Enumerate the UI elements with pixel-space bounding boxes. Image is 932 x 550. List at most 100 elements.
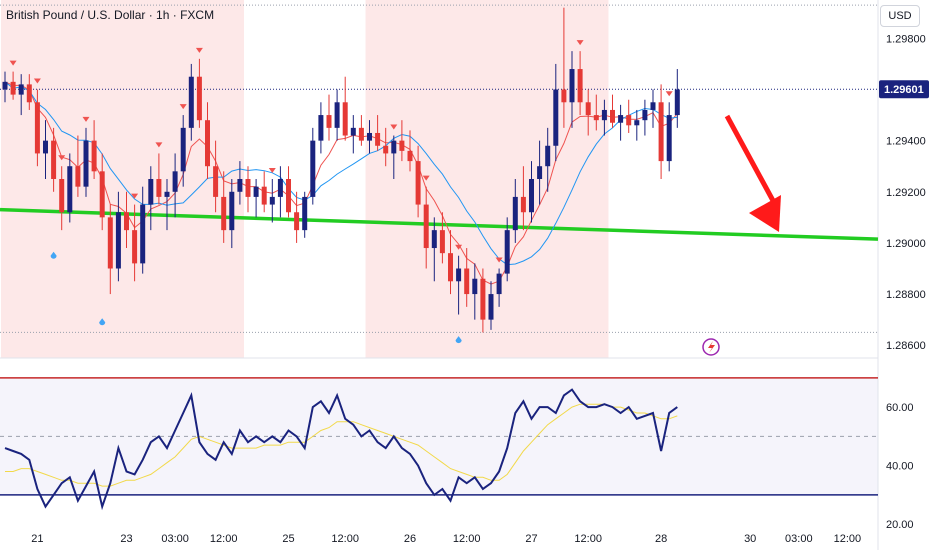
last-price-label: 1.29601 bbox=[884, 84, 924, 96]
candle-body bbox=[577, 69, 583, 103]
time-tick-label: 12:00 bbox=[574, 533, 602, 545]
candle-body bbox=[375, 132, 381, 146]
time-tick-label: 25 bbox=[282, 533, 294, 545]
candle-body bbox=[399, 140, 405, 151]
candle-body bbox=[18, 84, 24, 95]
last-price-tag bbox=[879, 80, 929, 99]
time-tick-label: 27 bbox=[525, 533, 537, 545]
price-tick-label: 1.28600 bbox=[886, 340, 926, 352]
candle-body bbox=[148, 179, 154, 205]
time-tick-label: 12:00 bbox=[453, 533, 481, 545]
price-tick-label: 1.29400 bbox=[886, 136, 926, 148]
chart-title: British Pound / U.S. Dollar · 1h · FXCM bbox=[6, 8, 215, 22]
sell-signal-marker bbox=[268, 168, 276, 173]
candle-body bbox=[350, 127, 356, 136]
time-tick-label: 28 bbox=[655, 533, 667, 545]
price-tick-label: 1.29800 bbox=[886, 33, 926, 45]
candle-body bbox=[115, 212, 121, 269]
candle-body bbox=[2, 81, 8, 90]
candle-body bbox=[334, 102, 340, 128]
axis-layer: 1.29800 1.29400 1.29200 1.29000 1.28800 1.286… bbox=[31, 33, 929, 545]
sell-signal-marker bbox=[422, 175, 430, 181]
rsi-tick-label: 60.00 bbox=[886, 402, 914, 414]
candle-body bbox=[205, 120, 210, 167]
sell-signal-marker bbox=[195, 47, 203, 53]
sell-signal-marker bbox=[179, 104, 187, 110]
sell-signal-marker bbox=[155, 142, 163, 148]
candle-body bbox=[310, 140, 316, 197]
price-tick-label: 1.28800 bbox=[886, 289, 926, 301]
candle-body bbox=[164, 191, 170, 197]
time-tick-label: 26 bbox=[404, 533, 416, 545]
arrow-shaft bbox=[724, 114, 780, 210]
sell-signal-marker bbox=[495, 257, 503, 263]
candle-body bbox=[91, 140, 97, 172]
candle-body bbox=[529, 179, 534, 213]
candle-body bbox=[261, 186, 267, 205]
candle-body bbox=[456, 268, 462, 282]
candle-body bbox=[172, 171, 178, 192]
candle-body bbox=[221, 196, 227, 231]
candle-body bbox=[358, 127, 364, 141]
candle-body bbox=[601, 109, 607, 121]
candle-body bbox=[569, 69, 575, 103]
rsi-line bbox=[4, 388, 678, 511]
price-tick-label: 1.29000 bbox=[886, 238, 926, 250]
rsi-tick-label: 40.00 bbox=[886, 461, 914, 473]
buy-signal-marker bbox=[455, 336, 462, 344]
candle-body bbox=[431, 230, 437, 249]
candle-body bbox=[472, 278, 478, 295]
annotation-layer bbox=[9, 40, 781, 356]
candle-body bbox=[213, 166, 219, 197]
currency-button[interactable]: USD bbox=[880, 5, 920, 27]
candle-body bbox=[480, 278, 486, 320]
candle-body bbox=[537, 166, 543, 179]
sell-signal-marker bbox=[665, 91, 673, 97]
candle-body bbox=[67, 166, 73, 213]
ema-line bbox=[4, 81, 678, 285]
candle-body bbox=[383, 145, 389, 154]
buy-signal-marker bbox=[50, 251, 57, 259]
candle-body bbox=[132, 230, 138, 264]
candle-body bbox=[294, 212, 300, 231]
sell-signal-marker bbox=[82, 116, 90, 122]
time-tick-label: 21 bbox=[31, 533, 43, 545]
candle-body bbox=[196, 76, 202, 121]
candle-body bbox=[269, 196, 275, 205]
candle-body bbox=[553, 89, 559, 146]
candle-body bbox=[51, 140, 57, 179]
sell-signal-marker bbox=[9, 60, 17, 66]
candle-body bbox=[423, 204, 429, 249]
sell-signal-marker bbox=[58, 155, 66, 161]
candle-body bbox=[188, 76, 194, 128]
time-tick-label: 30 bbox=[744, 533, 756, 545]
candle-body bbox=[658, 102, 664, 162]
sell-signal-marker bbox=[390, 124, 398, 130]
lightning-bolt-icon bbox=[708, 341, 715, 353]
trendline bbox=[0, 207, 879, 241]
candle-body bbox=[439, 230, 445, 254]
candle-body bbox=[180, 127, 186, 172]
candle-body bbox=[10, 81, 16, 95]
candle-body bbox=[286, 179, 291, 213]
candle-body bbox=[407, 150, 413, 162]
candle-body bbox=[277, 179, 283, 197]
candle-body bbox=[99, 171, 105, 218]
rsi-signal-line bbox=[5, 403, 678, 487]
candle-body bbox=[59, 179, 65, 213]
candle-body bbox=[83, 140, 89, 187]
time-tick-label: 23 bbox=[120, 533, 132, 545]
candle-body bbox=[610, 109, 615, 123]
candle-body bbox=[674, 89, 680, 116]
session-shade-1 bbox=[365, 0, 609, 358]
candle-body bbox=[488, 294, 494, 320]
candle-body bbox=[561, 89, 567, 103]
candle-body bbox=[26, 84, 32, 103]
candle-body bbox=[140, 204, 146, 264]
price-tick-label: 1.29200 bbox=[886, 187, 926, 199]
candle-body bbox=[415, 161, 421, 205]
time-tick-label: 03:00 bbox=[785, 533, 813, 545]
buy-signal-marker bbox=[99, 318, 106, 326]
background-layer bbox=[0, 0, 879, 550]
